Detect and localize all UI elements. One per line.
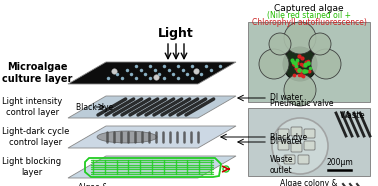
Text: DI water: DI water (270, 94, 302, 102)
Polygon shape (68, 62, 236, 84)
FancyBboxPatch shape (284, 155, 295, 164)
FancyBboxPatch shape (304, 141, 315, 150)
Text: Captured algae: Captured algae (274, 4, 344, 13)
Text: Light-dark cycle
control layer: Light-dark cycle control layer (2, 127, 70, 147)
Text: (Nile red stained oil +: (Nile red stained oil + (267, 11, 351, 20)
Circle shape (272, 118, 328, 174)
Circle shape (284, 74, 316, 106)
Circle shape (269, 33, 291, 55)
Text: Light: Light (158, 27, 194, 40)
Text: 200μm: 200μm (326, 158, 353, 167)
Text: Pneumatic valve: Pneumatic valve (270, 99, 333, 108)
Text: Waste: Waste (340, 111, 366, 121)
Text: Waste
outlet: Waste outlet (270, 155, 293, 175)
Circle shape (283, 47, 317, 81)
FancyBboxPatch shape (291, 127, 302, 136)
Circle shape (311, 49, 341, 79)
Text: Light intensity
control layer: Light intensity control layer (2, 97, 62, 117)
FancyBboxPatch shape (278, 129, 289, 138)
Text: Black dye: Black dye (270, 132, 307, 142)
Polygon shape (68, 156, 236, 178)
Polygon shape (68, 96, 236, 118)
FancyBboxPatch shape (278, 141, 289, 150)
Circle shape (284, 22, 316, 54)
Circle shape (309, 33, 331, 55)
Text: Chlorophyll autofluorescence): Chlorophyll autofluorescence) (252, 18, 366, 27)
Bar (248, 22, 370, 102)
Text: DI water: DI water (270, 137, 302, 147)
FancyBboxPatch shape (304, 129, 315, 138)
Polygon shape (68, 126, 236, 148)
Text: Algae colony &
culture media flow: Algae colony & culture media flow (273, 179, 345, 186)
Circle shape (259, 49, 289, 79)
Text: Black dye: Black dye (76, 102, 113, 111)
Bar (248, 108, 370, 176)
Text: Microalgae
culture layer: Microalgae culture layer (2, 62, 72, 84)
FancyBboxPatch shape (298, 155, 309, 164)
Ellipse shape (97, 131, 157, 143)
Text: Light blocking
layer: Light blocking layer (2, 157, 61, 177)
Text: Algae &
culture media inlet: Algae & culture media inlet (78, 183, 151, 186)
FancyBboxPatch shape (291, 143, 302, 152)
